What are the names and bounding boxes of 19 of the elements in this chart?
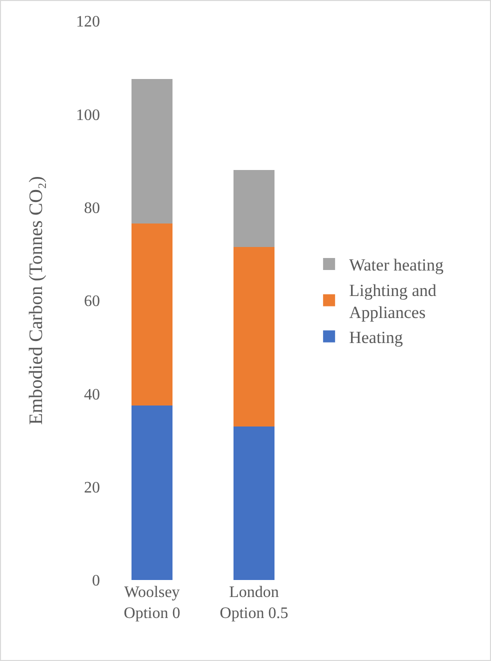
legend-label: Water heating (349, 256, 444, 275)
y-tick-label: 120 (76, 14, 100, 31)
bar (132, 405, 172, 580)
x-tick-label: London Option 0.5 (220, 584, 288, 622)
bar (132, 79, 172, 224)
legend-label: Lighting and Appliances (349, 280, 437, 322)
x-tick-label: Woolsey Option 0 (124, 584, 180, 622)
y-axis-title: Embodied Carbon (Tonnes CO₂) (26, 176, 47, 425)
bar (234, 426, 274, 580)
y-tick-label: 40 (84, 386, 100, 404)
bar (132, 224, 172, 406)
legend-label: Heating (349, 328, 404, 347)
y-tick-label: 80 (84, 200, 100, 217)
y-tick-label: 20 (84, 479, 100, 496)
bar (234, 170, 274, 247)
y-tick-label: 100 (76, 106, 100, 124)
y-tick-label: 60 (84, 293, 100, 310)
y-tick-label: 0 (92, 572, 100, 590)
bar (234, 246, 274, 426)
